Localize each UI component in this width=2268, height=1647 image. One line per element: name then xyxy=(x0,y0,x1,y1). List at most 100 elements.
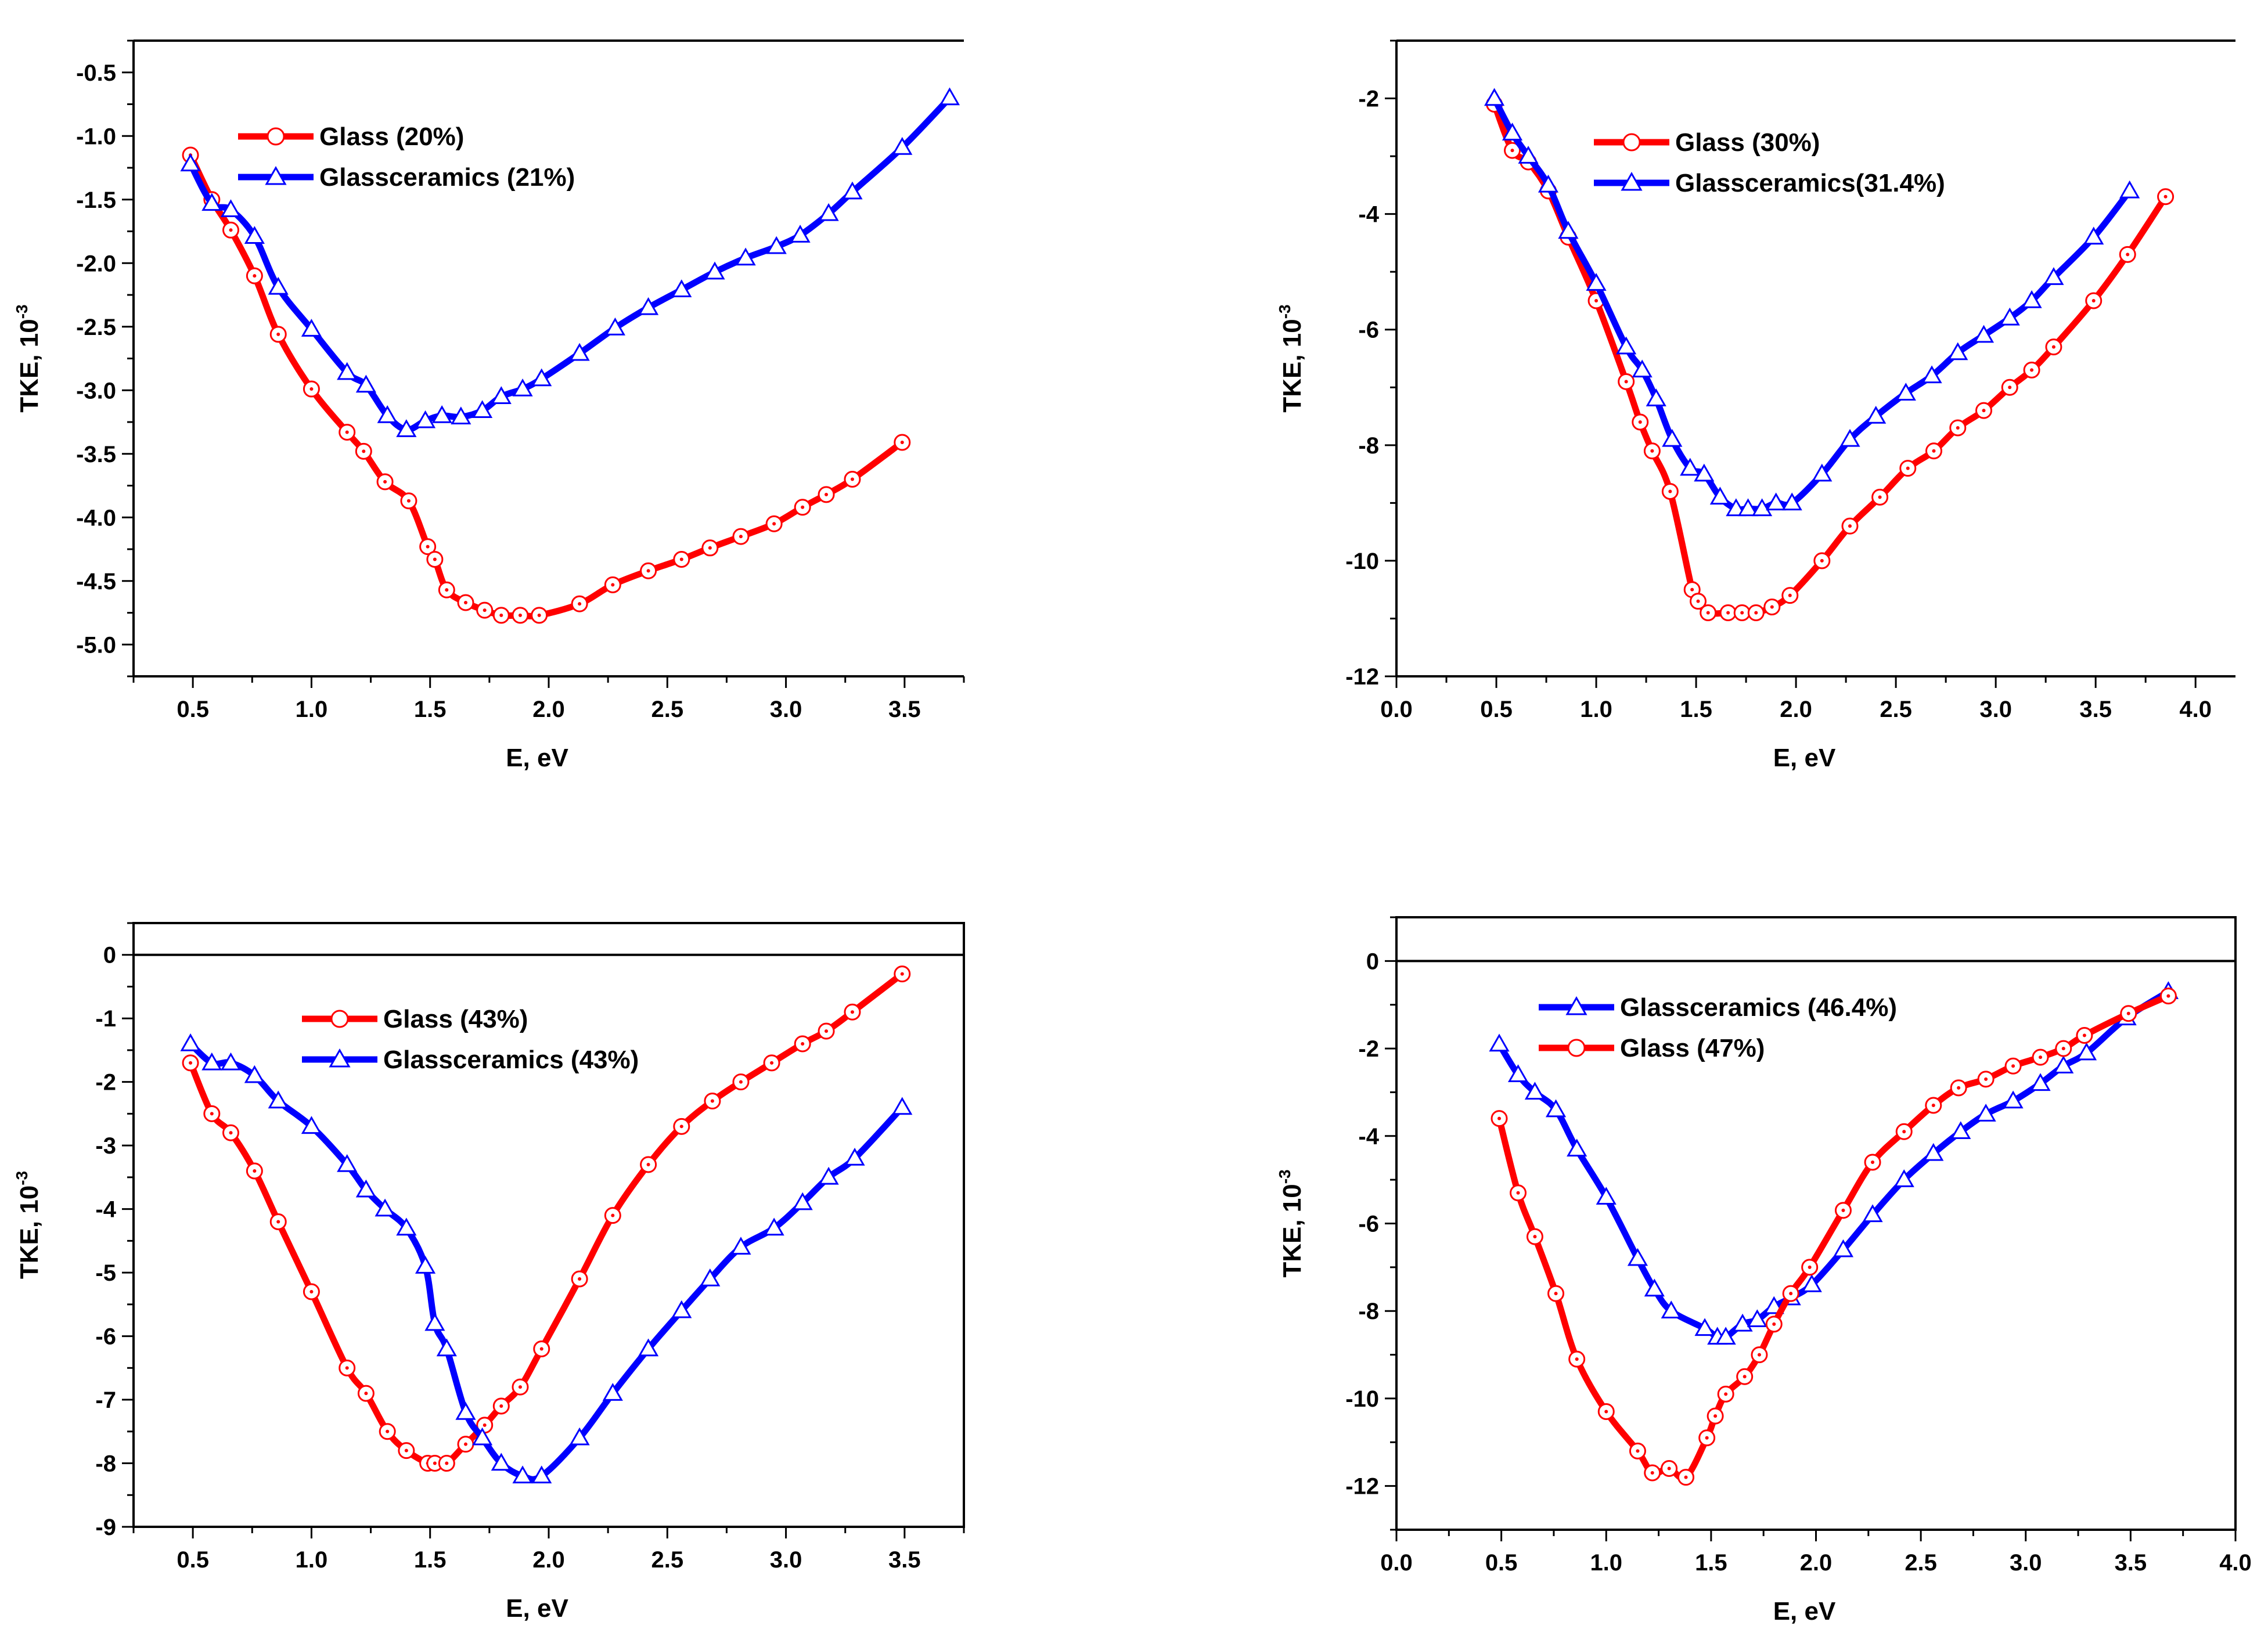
data-point-triangle xyxy=(1812,463,1833,482)
data-point-center xyxy=(739,535,743,539)
data-point-triangle xyxy=(472,400,493,419)
data-point-center xyxy=(1705,1436,1709,1440)
data-point-triangle xyxy=(1947,342,1968,361)
data-point-center xyxy=(210,1112,214,1116)
data-point-center xyxy=(1510,149,1514,153)
data-point-triangle xyxy=(2119,180,2140,199)
data-point-center xyxy=(825,1029,829,1033)
x-axis-title: E, eV xyxy=(506,744,568,772)
data-point-center xyxy=(801,505,805,509)
data-point-triangle xyxy=(1662,428,1683,447)
data-point-triangle xyxy=(1680,457,1701,476)
y-tick-label: -7 xyxy=(95,1387,116,1413)
x-tick-label: 4.0 xyxy=(2219,1550,2252,1576)
y-tick-label: -4.0 xyxy=(76,505,116,531)
data-point-triangle xyxy=(818,203,839,221)
data-point-center xyxy=(1789,1292,1793,1296)
data-point-center xyxy=(433,557,437,561)
x-tick-label: 1.0 xyxy=(296,1547,328,1573)
data-point-triangle xyxy=(1646,388,1666,406)
data-point-center xyxy=(739,1080,743,1084)
series-glassceramics xyxy=(180,87,960,437)
data-point-center xyxy=(1743,1375,1747,1379)
legend-marker-circle xyxy=(1567,1039,1586,1057)
data-point-center xyxy=(1516,1191,1520,1195)
x-tick-label: 1.5 xyxy=(1695,1550,1727,1576)
x-tick-label: 3.5 xyxy=(888,697,921,722)
x-axis-title: E, eV xyxy=(1773,1597,1836,1626)
data-point-triangle xyxy=(1709,486,1730,505)
data-point-center xyxy=(2051,345,2055,349)
data-point-center xyxy=(276,1220,280,1224)
x-tick-label: 3.5 xyxy=(888,1547,921,1573)
data-point-center xyxy=(1906,466,1910,470)
data-point-triangle xyxy=(1975,1104,1996,1122)
data-point-triangle xyxy=(396,1217,417,1236)
y-tick-label: -4 xyxy=(1358,1124,1379,1149)
y-tick-label: 0 xyxy=(1366,949,1379,974)
data-point-triangle xyxy=(424,1313,445,1331)
data-point-triangle xyxy=(1518,146,1539,164)
data-point-triangle xyxy=(892,1097,913,1115)
data-point-triangle xyxy=(1747,1309,1767,1328)
data-point-center xyxy=(309,387,314,391)
data-point-center xyxy=(1931,1104,1935,1108)
data-point-triangle xyxy=(892,136,913,155)
data-point-triangle xyxy=(1999,307,2020,326)
data-point-triangle xyxy=(355,1179,376,1198)
data-point-center xyxy=(710,1099,714,1103)
y-tick-label: -2.0 xyxy=(76,251,116,276)
data-point-triangle xyxy=(844,1148,865,1166)
legend-label: Glass (20%) xyxy=(319,122,464,151)
legend-label: Glassceramics(31.4%) xyxy=(1675,169,1945,197)
legend-marker-triangle xyxy=(265,165,287,185)
data-point-center xyxy=(1984,1077,1988,1081)
data-point-triangle xyxy=(1781,492,1802,511)
data-point-triangle xyxy=(569,343,590,361)
data-point-center xyxy=(708,546,712,550)
data-point-triangle xyxy=(939,87,960,106)
data-point-center xyxy=(578,602,582,606)
x-tick-label: 2.0 xyxy=(532,1547,565,1573)
x-tick-label: 3.0 xyxy=(1979,697,2012,722)
data-point-triangle xyxy=(2083,226,2104,245)
data-point-center xyxy=(1497,1116,1502,1120)
data-point-center xyxy=(2126,253,2130,257)
data-point-center xyxy=(611,1213,615,1217)
data-point-center xyxy=(1636,1449,1640,1453)
data-point-triangle xyxy=(842,181,863,200)
data-point-center xyxy=(1957,1086,1961,1090)
x-tick-label: 1.5 xyxy=(414,1547,447,1573)
data-point-center xyxy=(646,1163,650,1166)
data-point-triangle xyxy=(1950,1121,1971,1139)
data-point-triangle xyxy=(2043,267,2064,285)
y-tick-label: -10 xyxy=(1345,549,1379,574)
data-point-center xyxy=(229,1131,233,1135)
data-point-triangle xyxy=(1752,498,1773,517)
y-tick-label: 0 xyxy=(103,943,116,968)
y-tick-label: -8 xyxy=(1358,1299,1379,1324)
y-tick-label: -2 xyxy=(95,1070,116,1095)
data-point-triangle xyxy=(1502,122,1523,141)
data-point-center xyxy=(1754,611,1758,615)
data-point-triangle xyxy=(1545,1099,1567,1118)
x-tick-label: 3.5 xyxy=(2079,697,2112,722)
data-point-triangle xyxy=(1567,1138,1587,1157)
y-tick-label: -12 xyxy=(1345,1474,1379,1500)
data-point-triangle xyxy=(1627,1248,1648,1266)
data-point-triangle xyxy=(1862,1204,1883,1223)
x-tick-label: 2.0 xyxy=(1780,697,1812,722)
data-point-center xyxy=(2011,1064,2015,1068)
chart-panel-bottom-left: 0.5 1.0 1.5 2.0 2.5 3.0 3.5 0 -1 -2 -3 -4 -5 -6 -7 -8 -9… xyxy=(13,922,965,1623)
data-point-center xyxy=(2126,1011,2130,1015)
x-tick-label: 0.0 xyxy=(1380,697,1413,722)
y-tick-label: -3.0 xyxy=(76,378,116,403)
data-point-triangle xyxy=(377,405,398,423)
data-point-center xyxy=(646,569,650,573)
x-axis-title: E, eV xyxy=(1773,744,1836,772)
data-point-triangle xyxy=(764,1217,784,1236)
x-tick-label: 3.0 xyxy=(2010,1550,2042,1576)
series-glassceramics xyxy=(1489,981,2179,1345)
x-tick-label: 1.0 xyxy=(296,697,328,722)
data-point-center xyxy=(483,1423,487,1427)
